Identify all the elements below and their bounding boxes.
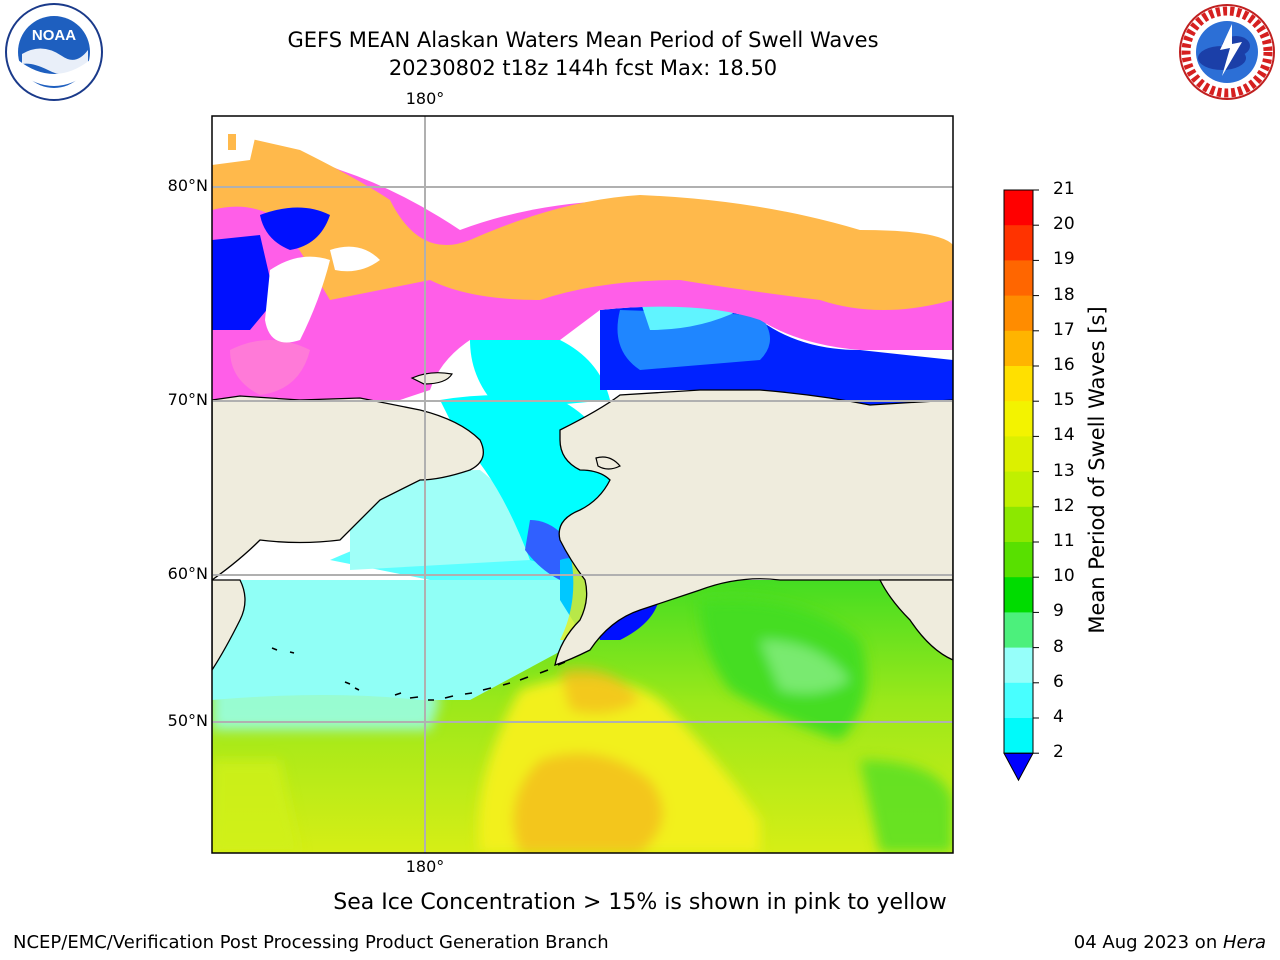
lon-label-bottom: 180° — [405, 857, 445, 876]
colorbar-swatch — [1004, 718, 1033, 754]
noaa-logo-text: NOAA — [32, 27, 76, 44]
nws-logo-icon — [1176, 2, 1278, 106]
colorbar-tick-label: 13 — [1053, 460, 1075, 481]
chart-subtitle: 20230802 t18z 144h fcst Max: 18.50 — [388, 56, 778, 80]
lon-label-top: 180° — [405, 89, 445, 108]
colorbar-swatch — [1004, 260, 1033, 297]
map-panel — [212, 116, 953, 853]
colorbar-title: Mean Period of Swell Waves [s] — [1085, 306, 1109, 634]
colorbar-tick-label: 6 — [1053, 671, 1064, 692]
colorbar-swatch — [1004, 647, 1033, 684]
sea-ice-note: Sea Ice Concentration > 15% is shown in … — [333, 890, 947, 915]
colorbar-tick-label: 9 — [1053, 601, 1064, 622]
colorbar-tick-label: 18 — [1053, 284, 1075, 305]
colorbar-tick-label: 10 — [1053, 566, 1075, 587]
aleutian-islands — [271, 647, 566, 701]
colorbar-under-triangle — [1003, 752, 1034, 782]
colorbar-tick-label: 12 — [1053, 495, 1075, 516]
land-alaska — [554, 389, 953, 666]
colorbar-swatch — [1004, 366, 1033, 402]
colorbar-swatch — [1004, 612, 1033, 649]
bering-light — [212, 580, 600, 700]
lat-label-70: 70°N — [167, 390, 208, 409]
colorbar-swatch — [1004, 295, 1033, 332]
colorbar — [1003, 189, 1039, 782]
colorbar-swatch — [1004, 190, 1033, 226]
colorbar-swatch — [1004, 577, 1033, 613]
footer-date: 04 Aug 2023 on Hera — [1074, 932, 1266, 953]
colorbar-swatch — [1004, 401, 1033, 437]
colorbar-tick-label: 14 — [1053, 425, 1075, 446]
lat-label-80: 80°N — [167, 176, 208, 195]
noaa-logo-icon: NOAA — [2, 2, 106, 106]
colorbar-tick-label: 2 — [1053, 742, 1064, 763]
colorbar-swatch — [1004, 330, 1033, 367]
colorbar-tick-label: 4 — [1053, 707, 1064, 727]
footer-host: Hera — [1222, 932, 1266, 953]
colorbar-tick-label: 16 — [1053, 355, 1075, 375]
colorbar-tick-label: 19 — [1053, 249, 1075, 270]
colorbar-tick-label: 17 — [1053, 319, 1075, 340]
colorbar-tick-label: 15 — [1053, 390, 1075, 411]
colorbar-swatch — [1004, 542, 1033, 578]
colorbar-swatch — [1004, 682, 1033, 719]
map-gridlines — [212, 116, 953, 853]
colorbar-swatch — [1004, 225, 1033, 261]
colorbar-swatch — [1004, 471, 1033, 508]
colorbar-tick-label: 8 — [1053, 636, 1064, 657]
chart-title: GEFS MEAN Alaskan Waters Mean Period of … — [287, 28, 879, 52]
colorbar-tick-label: 21 — [1053, 179, 1075, 199]
footer-branch: NCEP/EMC/Verification Post Processing Pr… — [13, 932, 609, 953]
lat-label-60: 60°N — [167, 564, 208, 583]
footer-date-text: 04 Aug 2023 on — [1073, 932, 1223, 953]
colorbar-tick-label: 20 — [1053, 214, 1075, 235]
map-frame — [211, 115, 954, 854]
colorbar-tick-label: 11 — [1053, 531, 1075, 551]
colorbar-swatch — [1004, 436, 1033, 473]
colorbar-swatch — [1004, 506, 1033, 543]
sea-ice-orange — [212, 130, 953, 310]
land-russia — [212, 395, 484, 581]
lat-label-50: 50°N — [167, 711, 208, 730]
